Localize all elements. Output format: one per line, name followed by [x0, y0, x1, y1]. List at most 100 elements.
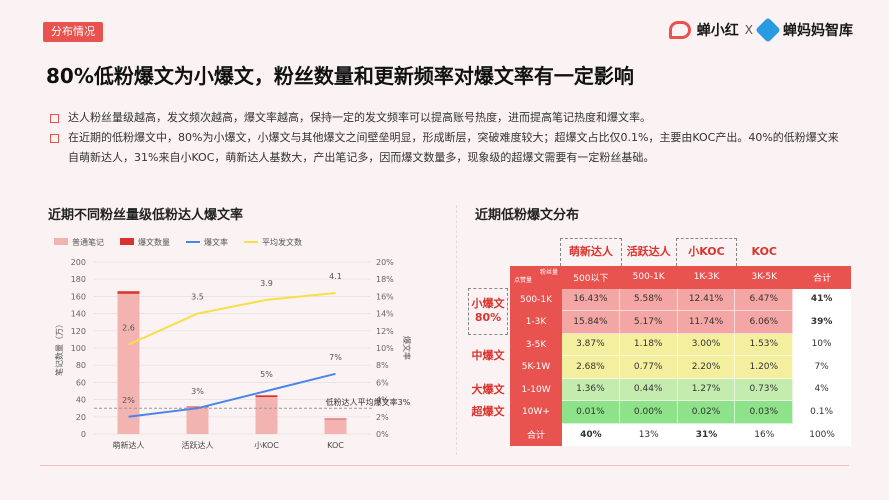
brand-x: X [744, 23, 753, 37]
bar-1-1 [186, 406, 209, 408]
total-cell-3: 16% [735, 423, 794, 446]
bar-1-2 [255, 395, 278, 398]
bar-1-0 [117, 291, 140, 294]
cell-0-0: 16.43% [562, 288, 620, 311]
cell-0-1: 5.58% [619, 288, 678, 311]
corner-top: 粉丝量 [539, 269, 558, 277]
x-tick-1: 活跃达人 [182, 440, 214, 450]
y-tick-6: 120 [71, 327, 86, 336]
y2-tick-8: 16% [376, 292, 394, 301]
cell-2-4: 10% [793, 333, 851, 356]
small-burst-outline [468, 287, 508, 335]
y2-tick-10: 20% [376, 258, 394, 267]
cell-3-3: 1.20% [735, 356, 794, 379]
brand-logos: 蝉小红 X 蝉妈妈智库 [668, 17, 853, 43]
legend-label-2: 爆文率 [204, 237, 228, 247]
section-tag: 分布情况 [43, 22, 103, 42]
cell-4-0: 1.36% [562, 378, 620, 401]
y2-tick-9: 18% [376, 275, 394, 284]
y-axis-label: 笔记数量（万） [54, 320, 64, 376]
cell-0-3: 6.47% [735, 288, 794, 311]
row-group-text-0-1: 80% [474, 311, 502, 324]
cell-4-2: 1.27% [677, 378, 736, 401]
y-tick-0: 0 [81, 430, 86, 439]
bar-0-3 [324, 419, 347, 434]
header-cell-3: 3K-5K [735, 266, 794, 289]
legend-swatch-0 [54, 238, 68, 245]
cell-4-4: 4% [793, 378, 851, 401]
line-label-1-1: 3.5 [191, 293, 204, 302]
row-group-text-2-0: 大爆文 [471, 382, 505, 396]
total-cell-1: 13% [619, 423, 678, 446]
x-tick-0: 萌新达人 [113, 440, 145, 450]
row-group-3: 超爆文 [466, 401, 510, 424]
cell-5-1: 0.00% [619, 401, 678, 424]
x-tick-2: 小KOC [254, 441, 279, 450]
y-tick-5: 100 [71, 344, 86, 353]
row-group-text-1-0: 中爆文 [471, 349, 505, 362]
chanmama-logo-icon [755, 17, 781, 43]
row-group-0: 小爆文 80% [466, 289, 510, 334]
row-group-text-0-0: 小爆文 [471, 297, 505, 310]
cell-1-0: 15.84% [562, 311, 620, 334]
bullet-item-1: 达人粉丝量级越高，发文频次越高，爆文率越高，保持一定的发文频率可以提高账号热度，… [48, 108, 848, 128]
y2-tick-2: 4% [376, 396, 389, 405]
column-group-3: KOC [751, 244, 778, 258]
left-chart-title: 近期不同粉丝量级低粉达人爆文率 [48, 208, 244, 223]
header-cell-0: 500以下 [562, 266, 620, 289]
cell-5-0: 0.01% [562, 401, 620, 424]
cell-4-3: 0.73% [735, 378, 794, 401]
y2-axis-label: 爆文率 [402, 336, 412, 360]
divider [456, 205, 457, 455]
legend-swatch-1 [120, 238, 134, 245]
line-label-0-3: 7% [329, 353, 342, 362]
cell-5-2: 0.02% [677, 401, 736, 424]
column-group-0: 萌新达人 [568, 245, 613, 258]
bullet-item-2: 在近期的低粉爆文中，80%为小爆文，小爆文与其他爆文之间壁垒明显，形成断层，突破… [48, 128, 848, 168]
cell-1-3: 6.06% [735, 311, 794, 334]
cell-3-4: 7% [793, 356, 851, 379]
y2-tick-0: 0% [376, 430, 389, 439]
cell-3-2: 2.20% [677, 356, 736, 379]
legend-label-1: 爆文数量 [138, 237, 170, 247]
row-label-5: 10W+ [510, 401, 562, 424]
legend-label-0: 普通笔记 [72, 237, 104, 247]
right-table-title: 近期低粉爆文分布 [475, 208, 580, 223]
y2-tick-7: 14% [376, 310, 394, 319]
column-group-2: 小KOC [688, 245, 725, 258]
bar-0-0 [117, 293, 140, 434]
y2-tick-5: 10% [376, 344, 394, 353]
line-label-0-1: 3% [191, 387, 204, 396]
cell-3-0: 2.68% [562, 356, 620, 379]
header-cell-1: 500-1K [619, 266, 678, 289]
row-label-0: 500-1K [510, 288, 562, 311]
y-tick-3: 60 [76, 378, 86, 387]
header-cell-2: 1K-3K [677, 266, 736, 289]
line-series-0 [128, 372, 336, 418]
line-label-1-3: 4.1 [329, 272, 342, 281]
combo-chart: 普通笔记 爆文数量 爆文率 平均发文数020406080100120140160180… [54, 237, 412, 450]
x-tick-3: KOC [327, 441, 344, 450]
cell-2-2: 3.00% [677, 333, 736, 356]
bar-0-2 [255, 397, 278, 434]
cell-1-1: 5.17% [619, 311, 678, 334]
row-label-1: 1-3K [510, 311, 562, 334]
y-tick-2: 40 [76, 396, 86, 405]
cell-5-4: 0.1% [793, 401, 851, 424]
cell-2-1: 1.18% [619, 333, 678, 356]
distribution-table: 萌新达人 活跃达人 小KOC KOC 粉丝量 点赞量 500以下 500-1K 1K-3K 3K-… [466, 238, 851, 448]
total-cell-0: 40% [562, 423, 620, 446]
y2-tick-3: 6% [376, 378, 389, 387]
y-tick-8: 160 [71, 292, 86, 301]
cell-3-1: 0.77% [619, 356, 678, 379]
total-cell-4: 100% [793, 423, 851, 446]
line-series-1 [128, 291, 336, 346]
column-group-1: 活跃达人 [626, 245, 671, 258]
cell-1-4: 39% [793, 311, 851, 334]
bar-1-3 [324, 418, 347, 420]
y-tick-7: 140 [71, 310, 86, 319]
total-cell-2: 31% [677, 423, 736, 446]
totals-label: 合计 [510, 423, 562, 446]
row-label-2: 3-5K [510, 333, 562, 356]
y2-tick-4: 8% [376, 361, 389, 370]
